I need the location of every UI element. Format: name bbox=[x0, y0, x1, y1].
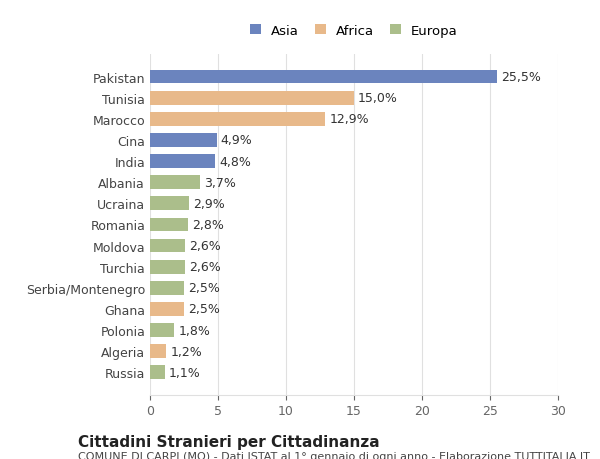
Text: 1,8%: 1,8% bbox=[179, 324, 211, 337]
Bar bbox=[150, 324, 175, 337]
Bar bbox=[150, 260, 185, 274]
Text: 4,9%: 4,9% bbox=[221, 134, 253, 147]
Text: 15,0%: 15,0% bbox=[358, 92, 398, 105]
Text: 2,9%: 2,9% bbox=[194, 197, 225, 210]
Bar bbox=[150, 218, 188, 232]
Bar bbox=[150, 134, 217, 147]
Bar bbox=[150, 155, 215, 168]
Text: 2,6%: 2,6% bbox=[190, 261, 221, 274]
Bar bbox=[150, 366, 165, 379]
Text: 2,5%: 2,5% bbox=[188, 282, 220, 295]
Text: COMUNE DI CARPI (MO) - Dati ISTAT al 1° gennaio di ogni anno - Elaborazione TUTT: COMUNE DI CARPI (MO) - Dati ISTAT al 1° … bbox=[78, 451, 590, 459]
Text: 2,6%: 2,6% bbox=[190, 240, 221, 252]
Text: 1,2%: 1,2% bbox=[170, 345, 202, 358]
Text: 3,7%: 3,7% bbox=[205, 176, 236, 189]
Text: 25,5%: 25,5% bbox=[501, 71, 541, 84]
Bar bbox=[150, 302, 184, 316]
Bar bbox=[150, 239, 185, 253]
Text: Cittadini Stranieri per Cittadinanza: Cittadini Stranieri per Cittadinanza bbox=[78, 434, 380, 449]
Bar bbox=[150, 281, 184, 295]
Bar bbox=[150, 112, 325, 126]
Text: 1,1%: 1,1% bbox=[169, 366, 201, 379]
Text: 4,8%: 4,8% bbox=[220, 155, 251, 168]
Bar bbox=[150, 197, 190, 211]
Bar bbox=[150, 92, 354, 105]
Legend: Asia, Africa, Europa: Asia, Africa, Europa bbox=[246, 21, 462, 42]
Bar bbox=[150, 345, 166, 358]
Text: 2,8%: 2,8% bbox=[192, 218, 224, 231]
Text: 12,9%: 12,9% bbox=[329, 113, 369, 126]
Bar bbox=[150, 176, 200, 190]
Bar bbox=[150, 71, 497, 84]
Text: 2,5%: 2,5% bbox=[188, 303, 220, 316]
